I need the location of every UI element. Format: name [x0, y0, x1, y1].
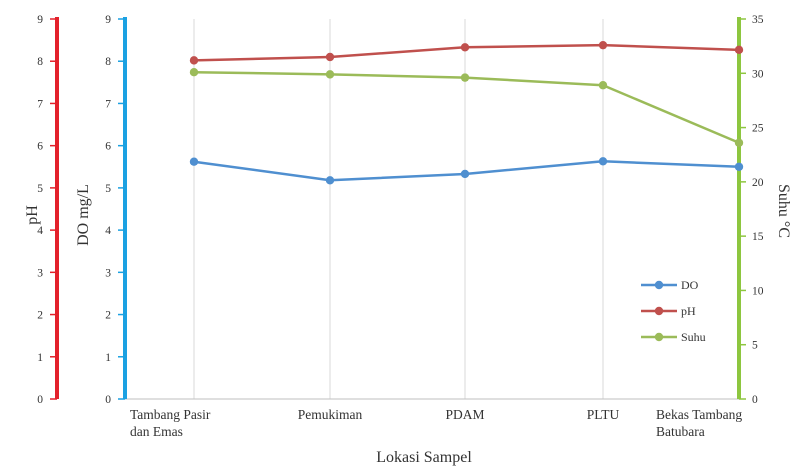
suhu-axis-title: Suhu °C [775, 184, 792, 238]
suhu-tick-label: 20 [752, 177, 764, 189]
x-axis-title: Lokasi Sampel [376, 449, 472, 466]
ph-tick-label: 1 [37, 352, 43, 364]
series-line-suhu [193, 70, 740, 144]
category-label: Batubara [656, 424, 705, 439]
do-tick-label: 7 [105, 98, 111, 110]
category-label: Bekas Tambang [656, 407, 742, 422]
suhu-tick-label: 35 [752, 14, 764, 26]
do-tick-label: 4 [105, 225, 111, 237]
data-point-suhu [325, 70, 335, 79]
do-tick-label: 5 [105, 183, 111, 195]
suhu-tick-label: 30 [752, 68, 764, 80]
legend-label: Suhu [681, 330, 706, 344]
legend-swatch-marker [654, 280, 664, 290]
data-point-do [460, 169, 470, 179]
legend-label: DO [681, 278, 699, 292]
suhu-tick-label: 0 [752, 394, 758, 406]
category-label: PDAM [445, 407, 484, 422]
data-point-do [325, 176, 335, 185]
ph-tick-label: 7 [37, 98, 43, 110]
do-tick-label: 2 [105, 310, 111, 322]
do-tick-label: 1 [105, 352, 111, 364]
suhu-tick-label: 5 [752, 340, 758, 352]
ph-tick-label: 8 [37, 56, 43, 68]
data-point-do [734, 162, 744, 171]
category-label: PLTU [587, 407, 620, 422]
legend-label: pH [681, 304, 696, 318]
data-point-suhu [598, 81, 608, 90]
suhu-tick-label: 15 [752, 231, 764, 243]
legend-swatch-marker [654, 306, 664, 316]
do-tick-label: 3 [105, 267, 111, 279]
category-label: dan Emas [130, 424, 183, 439]
data-point-suhu [460, 73, 470, 82]
category-label: Pemukiman [298, 407, 363, 422]
data-point-suhu [734, 138, 744, 147]
do-tick-label: 8 [105, 56, 111, 68]
data-point-ph [189, 56, 199, 65]
ph-tick-label: 9 [37, 14, 43, 26]
do-tick-label: 9 [105, 14, 111, 26]
suhu-tick-label: 10 [752, 285, 764, 297]
data-point-do [189, 157, 199, 166]
legend-swatch-marker [654, 332, 664, 342]
ph-tick-label: 0 [37, 394, 43, 406]
ph-axis-title: pH [24, 205, 41, 225]
ph-tick-label: 4 [37, 225, 43, 237]
ph-tick-label: 5 [37, 183, 43, 195]
do-tick-label: 6 [105, 141, 111, 153]
ph-tick-label: 6 [37, 141, 43, 153]
do-tick-label: 0 [105, 394, 111, 406]
ph-tick-label: 2 [37, 310, 43, 322]
data-point-ph [598, 40, 608, 50]
data-point-ph [734, 45, 744, 55]
suhu-tick-label: 25 [752, 123, 764, 135]
data-point-ph [325, 52, 335, 62]
category-label: Tambang Pasir [130, 407, 211, 422]
do-axis-title: DO mg/L [75, 184, 92, 246]
data-point-ph [460, 43, 470, 52]
data-point-suhu [189, 68, 199, 77]
ph-tick-label: 3 [37, 267, 43, 279]
data-point-do [598, 157, 608, 166]
